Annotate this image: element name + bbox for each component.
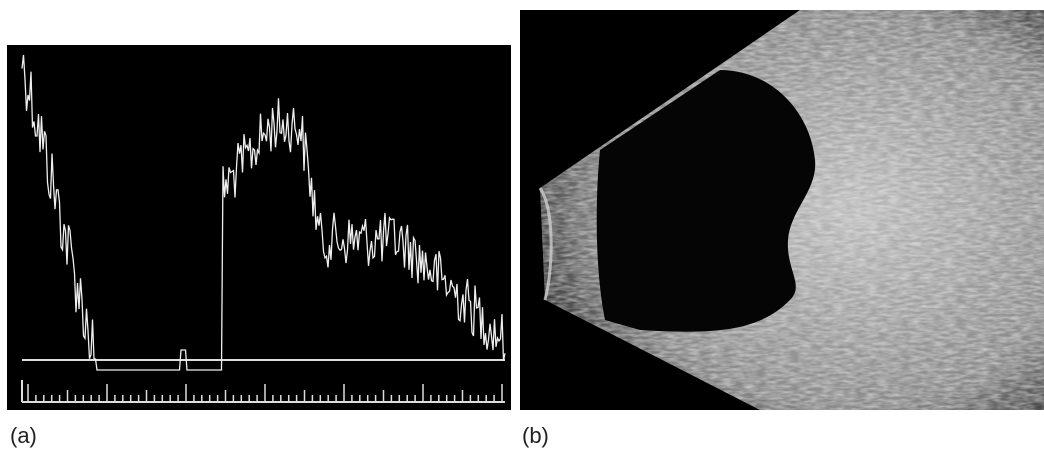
a-scan-background: [7, 45, 511, 410]
cornea-edge: [538, 187, 553, 301]
a-scan-panel: [7, 45, 511, 410]
ruler-ticks: [27, 384, 503, 402]
vitreous-cavity: [596, 70, 816, 332]
panel-label: (b): [522, 423, 549, 448]
b-scan-panel: [520, 10, 1044, 410]
panel-label: (a): [10, 423, 37, 448]
echo-trace: [21, 54, 506, 371]
